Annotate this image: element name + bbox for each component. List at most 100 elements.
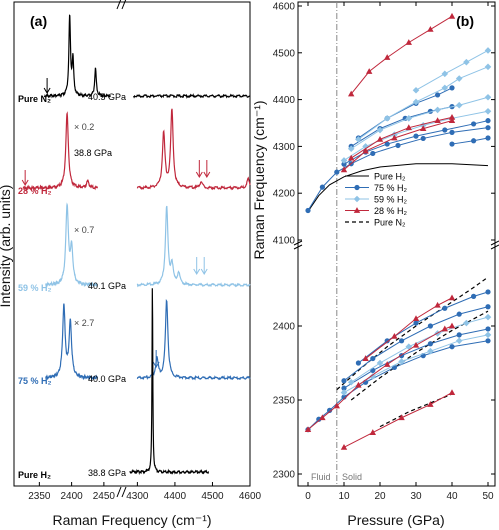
spectrum: Pure H₂ 38.8 GPa <box>18 288 210 480</box>
axis-break-mark <box>490 240 499 246</box>
data-point <box>383 115 391 122</box>
x-tick-label: 2350 <box>28 491 51 502</box>
data-point <box>369 373 377 380</box>
series <box>304 322 456 432</box>
data-point <box>448 117 456 124</box>
panel-a-x-ticks: 2350 2400 2450 4300 4400 4500 4600 <box>28 0 262 502</box>
data-point <box>412 86 420 94</box>
data-point <box>334 169 340 175</box>
data-point <box>455 337 463 345</box>
series-line <box>336 276 489 391</box>
data-point <box>456 311 462 317</box>
data-point <box>340 443 348 450</box>
series-line <box>358 66 489 140</box>
data-point <box>471 138 477 144</box>
series <box>348 12 456 97</box>
spectrum-line <box>22 111 99 191</box>
series <box>347 93 492 153</box>
data-point <box>463 319 470 327</box>
data-point <box>399 338 405 344</box>
axis-break-mark <box>116 486 122 498</box>
series <box>347 313 492 386</box>
data-point <box>484 47 492 54</box>
series <box>340 117 456 173</box>
data-point <box>471 121 477 127</box>
series-line <box>350 96 489 150</box>
data-point <box>412 98 420 106</box>
data-point <box>370 150 376 157</box>
data-point <box>348 154 355 161</box>
data-point <box>405 343 413 351</box>
data-point <box>485 304 491 310</box>
panel-b-x-axis-label: Pressure (GPa) <box>347 512 444 528</box>
data-point <box>413 133 419 139</box>
spectrum-label: 59 % H₂ <box>18 283 52 293</box>
spectrum: 59 % H₂ 40.1 GPa × 0.7 <box>18 202 251 293</box>
spectrum-pressure: 38.8 GPa <box>74 148 112 158</box>
data-point <box>391 332 398 339</box>
spectrum-scale-note: × 2.7 <box>74 318 94 328</box>
data-point <box>362 143 369 150</box>
peak-arrow-head <box>21 179 29 186</box>
data-point <box>441 84 449 92</box>
panel-a: (a) Pure N₂ 40.5 GPa 28 % H₂ 38.8 GPa × 0.2 5… <box>0 0 262 528</box>
data-point <box>391 134 398 141</box>
data-point <box>485 118 491 124</box>
data-point <box>405 115 413 122</box>
series <box>336 276 489 391</box>
spectrum-line <box>133 93 251 99</box>
data-point <box>340 389 348 396</box>
data-point <box>420 135 426 142</box>
data-point <box>471 293 477 299</box>
peak-arrow-head <box>195 171 203 178</box>
panel-a-y-axis-label: Intensity (arb. units) <box>0 185 13 308</box>
legend-item: 59 % H₂ <box>345 195 408 205</box>
data-point <box>376 126 384 134</box>
spectrum-line <box>45 303 99 381</box>
series <box>341 326 491 391</box>
series-line <box>307 325 453 430</box>
series-line <box>358 291 489 364</box>
spectrum-line <box>45 202 98 288</box>
spectrum: 28 % H₂ 38.8 GPa × 0.2 <box>18 108 251 196</box>
data-point <box>341 161 347 167</box>
data-point <box>384 54 391 60</box>
panel-a-frame <box>13 1 251 487</box>
data-point <box>341 378 347 384</box>
y-tick-label: 4100 <box>273 236 296 247</box>
x-tick-label: 2450 <box>93 491 116 502</box>
x-tick-label: 4500 <box>201 491 224 502</box>
legend-label: 75 % H₂ <box>374 183 408 193</box>
panel-a-spectra: Pure N₂ 40.5 GPa 28 % H₂ 38.8 GPa × 0.2 59 % … <box>18 14 251 480</box>
series-line <box>451 137 489 145</box>
axis-break-mark <box>490 244 499 250</box>
data-point <box>319 414 326 421</box>
data-point <box>347 378 355 386</box>
legend-label: Pure H₂ <box>374 172 406 182</box>
series <box>341 304 491 384</box>
data-point <box>455 101 463 109</box>
data-point <box>435 92 441 98</box>
spectrum-pressure: 38.8 GPa <box>88 468 126 478</box>
data-point <box>448 113 456 120</box>
data-point <box>341 385 347 391</box>
spectrum-line <box>136 298 251 381</box>
y-tick-label: 2350 <box>273 396 296 407</box>
data-point <box>366 68 373 74</box>
data-point <box>485 338 491 344</box>
series <box>305 125 491 214</box>
data-point <box>484 313 492 321</box>
series <box>340 331 492 396</box>
data-point <box>384 141 390 147</box>
spectrum-pressure: 40.1 GPa <box>88 281 126 291</box>
x-tick-label: 4400 <box>164 491 187 502</box>
data-point <box>427 26 434 32</box>
spectrum-line <box>129 288 210 476</box>
x-tick-label: 2400 <box>60 491 83 502</box>
x-tick-label: 30 <box>410 491 422 502</box>
legend-label: 59 % H₂ <box>374 195 408 205</box>
data-point <box>456 332 462 338</box>
axis-break-mark <box>121 0 127 10</box>
